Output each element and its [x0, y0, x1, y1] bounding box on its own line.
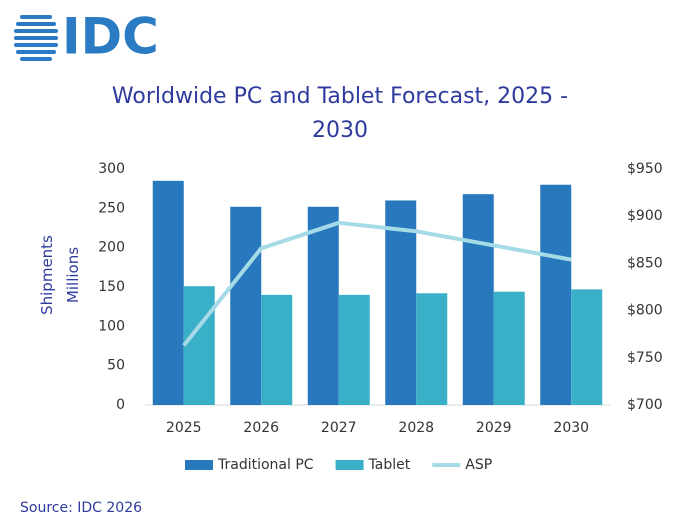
legend-label: ASP [465, 457, 492, 473]
y2-tick-label: $850 [627, 255, 663, 271]
x-tick-label: 2029 [476, 420, 512, 436]
y2-tick-label: $750 [627, 350, 663, 366]
y2-tick-label: $950 [627, 161, 663, 177]
y-axis-title: Shipments Millions [38, 235, 82, 315]
y-tick-label: 250 [98, 200, 125, 216]
y-tick-label: 200 [98, 240, 125, 256]
bar [152, 180, 184, 405]
bar [493, 291, 525, 405]
line-series [182, 220, 572, 347]
y-tick-label: 300 [98, 161, 125, 177]
y2-tick-label: $800 [627, 303, 663, 319]
y2-tick-label: $700 [627, 397, 663, 413]
bar [462, 194, 494, 405]
y2-tick-label: $900 [627, 208, 663, 224]
x-tick-label: 2025 [166, 420, 202, 436]
bar [338, 294, 370, 405]
bar [385, 200, 417, 405]
bar [540, 184, 572, 405]
y-tick-label: 100 [98, 318, 125, 334]
bar [307, 206, 339, 405]
x-tick-label: 2030 [553, 420, 589, 436]
bar [183, 286, 215, 405]
legend-label: Traditional PC [217, 457, 314, 473]
bar [261, 294, 293, 405]
source-note: Source: IDC 2026 [20, 500, 143, 516]
logo-text: IDC [62, 8, 159, 66]
bar [571, 289, 603, 405]
y-tick-label: 0 [116, 397, 125, 413]
chart-title: Worldwide PC and Tablet Forecast, 2025 -… [111, 84, 569, 143]
bar [230, 206, 262, 405]
bar [416, 293, 448, 405]
logo-globe [14, 15, 58, 61]
legend-label: Tablet [368, 457, 411, 473]
x-tick-label: 2027 [321, 420, 357, 436]
x-tick-label: 2026 [243, 420, 279, 436]
x-tick-label: 2028 [398, 420, 434, 436]
y-tick-label: 150 [98, 279, 125, 295]
legend-swatch [185, 460, 213, 470]
legend-swatch [335, 460, 364, 470]
y-tick-label: 50 [107, 358, 125, 374]
